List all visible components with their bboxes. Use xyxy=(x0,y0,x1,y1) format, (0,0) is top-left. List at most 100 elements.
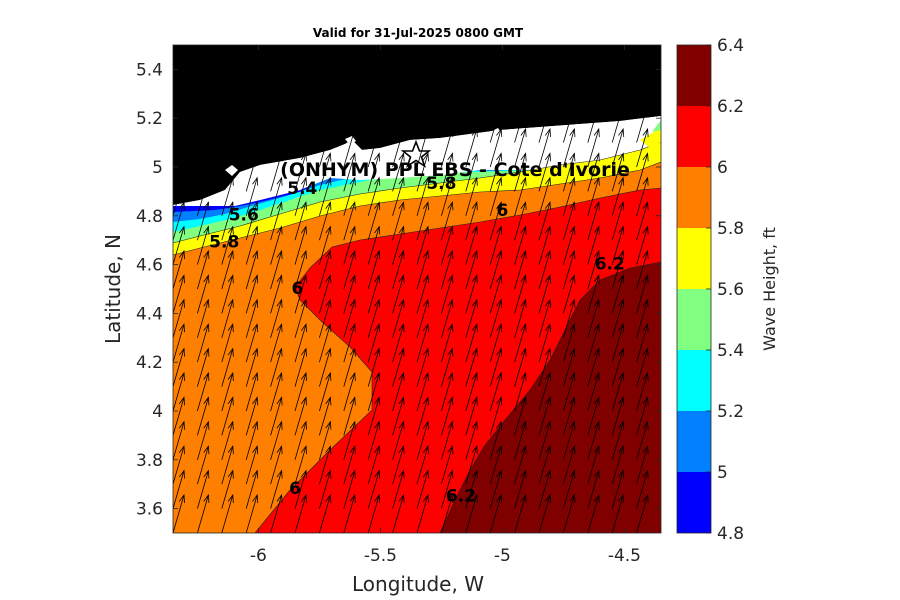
direction-arrow xyxy=(587,494,600,533)
arrow-head xyxy=(447,469,454,479)
direction-arrow xyxy=(489,446,502,485)
direction-arrow xyxy=(660,311,661,314)
direction-arrow xyxy=(319,226,331,265)
arrow-head xyxy=(618,274,625,284)
direction-arrow xyxy=(367,421,380,460)
arrow-head xyxy=(544,323,551,333)
x-axis-ticks: -6 -5.5 -5 -4.5 xyxy=(250,45,641,566)
arrow-head xyxy=(471,469,478,479)
direction-arrow xyxy=(514,299,526,338)
direction-arrow xyxy=(563,397,575,436)
arrow-head xyxy=(178,371,185,382)
arrow-head xyxy=(544,201,551,211)
arrow-head xyxy=(667,446,672,454)
arrow-head xyxy=(593,249,600,260)
direction-arrow xyxy=(367,470,380,509)
arrow-head xyxy=(178,274,185,284)
colorbar-tick-label: 5.4 xyxy=(717,341,744,361)
arrow-head xyxy=(471,347,478,357)
arrow-head xyxy=(569,420,576,430)
arrow-head xyxy=(300,469,307,479)
arrow-head xyxy=(227,249,234,260)
arrow-head xyxy=(203,298,210,308)
direction-arrow xyxy=(611,324,624,363)
direction-arrow xyxy=(416,324,429,363)
arrow-head xyxy=(227,176,234,186)
direction-arrow xyxy=(319,397,331,436)
arrow-head xyxy=(422,396,429,406)
arrow-head xyxy=(422,152,429,162)
arrow-head xyxy=(544,371,551,382)
direction-arrow xyxy=(197,446,209,485)
arrow-head xyxy=(325,347,332,357)
y-tick-label: 5.4 xyxy=(136,60,163,80)
arrow-head xyxy=(398,396,405,406)
arrow-head xyxy=(178,298,185,308)
arrow-head xyxy=(203,323,210,333)
arrow-head xyxy=(642,152,649,162)
arrow-head xyxy=(398,249,405,260)
direction-arrow xyxy=(441,128,453,168)
arrow-head xyxy=(374,176,381,186)
arrow-head xyxy=(252,225,259,235)
arrow-head xyxy=(349,493,356,504)
arrow-head xyxy=(618,127,625,138)
direction-arrow xyxy=(538,299,551,338)
direction-arrow xyxy=(660,287,661,289)
direction-arrow xyxy=(416,153,429,192)
direction-arrow xyxy=(416,372,429,412)
arrow-head xyxy=(642,249,649,260)
arrow-head xyxy=(618,347,625,357)
arrow-head xyxy=(618,493,625,504)
arrow-head xyxy=(276,371,283,382)
direction-arrow xyxy=(245,494,258,533)
direction-arrow xyxy=(489,128,502,168)
arrow-head xyxy=(447,152,454,162)
arrow-head xyxy=(667,251,672,259)
direction-arrow xyxy=(538,348,551,387)
direction-arrow xyxy=(270,324,282,363)
arrow-head xyxy=(471,201,478,211)
arrow-head xyxy=(544,396,551,406)
direction-arrow xyxy=(587,372,600,412)
direction-arrow xyxy=(611,470,624,509)
arrow-head xyxy=(203,445,210,455)
arrow-head xyxy=(593,371,600,382)
arrow-head xyxy=(520,298,527,308)
direction-arrow xyxy=(660,531,661,533)
direction-arrow xyxy=(343,446,356,485)
direction-arrow xyxy=(636,348,648,387)
direction-arrow xyxy=(489,275,502,314)
direction-arrow xyxy=(660,482,661,485)
direction-arrow xyxy=(197,275,209,314)
direction-arrow xyxy=(611,372,624,412)
axes-frame xyxy=(172,44,662,534)
arrow-head xyxy=(569,298,576,308)
direction-arrow xyxy=(197,202,209,241)
direction-arrow xyxy=(514,348,526,387)
arrow-head xyxy=(667,422,672,430)
arrow-head xyxy=(276,298,283,308)
direction-arrow xyxy=(197,324,209,363)
direction-arrow xyxy=(270,202,282,241)
arrow-head xyxy=(496,176,503,186)
arrow-head xyxy=(496,201,503,211)
direction-arrow xyxy=(587,177,600,216)
arrow-head xyxy=(398,225,405,235)
direction-arrow xyxy=(343,348,356,387)
arrow-head xyxy=(618,201,625,211)
arrow-head xyxy=(252,493,259,504)
arrow-head xyxy=(398,176,405,186)
direction-arrow xyxy=(221,348,234,387)
arrow-head xyxy=(276,347,283,357)
direction-arrow xyxy=(221,372,234,412)
arrow-head xyxy=(667,129,672,137)
direction-arrow xyxy=(294,226,307,265)
direction-arrow xyxy=(197,226,209,265)
direction-arrow xyxy=(221,202,234,241)
direction-arrow xyxy=(563,324,575,363)
arrow-head xyxy=(325,493,332,504)
direction-arrow xyxy=(343,397,356,436)
arrow-head xyxy=(349,445,356,455)
arrow-head xyxy=(496,469,503,479)
